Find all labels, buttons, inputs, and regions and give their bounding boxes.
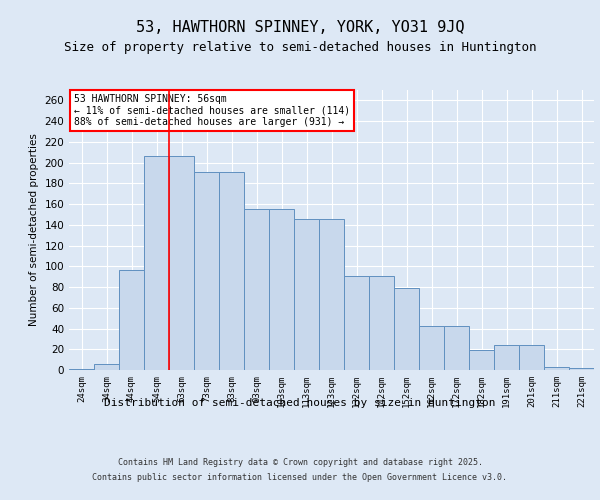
Bar bbox=[244, 210, 269, 370]
Bar bbox=[369, 276, 394, 370]
Text: Size of property relative to semi-detached houses in Huntington: Size of property relative to semi-detach… bbox=[64, 41, 536, 54]
Bar bbox=[144, 156, 169, 370]
Bar bbox=[544, 367, 569, 370]
Bar bbox=[94, 364, 119, 370]
Bar bbox=[519, 345, 544, 370]
Y-axis label: Number of semi-detached properties: Number of semi-detached properties bbox=[29, 134, 39, 326]
Bar bbox=[294, 218, 319, 370]
Bar bbox=[344, 276, 369, 370]
Bar bbox=[119, 270, 144, 370]
Text: 53 HAWTHORN SPINNEY: 56sqm
← 11% of semi-detached houses are smaller (114)
88% o: 53 HAWTHORN SPINNEY: 56sqm ← 11% of semi… bbox=[74, 94, 350, 128]
Bar bbox=[569, 368, 594, 370]
Text: Contains public sector information licensed under the Open Government Licence v3: Contains public sector information licen… bbox=[92, 473, 508, 482]
Text: 53, HAWTHORN SPINNEY, YORK, YO31 9JQ: 53, HAWTHORN SPINNEY, YORK, YO31 9JQ bbox=[136, 20, 464, 35]
Bar bbox=[219, 172, 244, 370]
Bar bbox=[444, 326, 469, 370]
Bar bbox=[494, 345, 519, 370]
Bar bbox=[269, 210, 294, 370]
Text: Contains HM Land Registry data © Crown copyright and database right 2025.: Contains HM Land Registry data © Crown c… bbox=[118, 458, 482, 467]
Bar bbox=[169, 156, 194, 370]
Bar bbox=[419, 326, 444, 370]
Bar bbox=[319, 218, 344, 370]
Bar bbox=[69, 369, 94, 370]
Text: Distribution of semi-detached houses by size in Huntington: Distribution of semi-detached houses by … bbox=[104, 398, 496, 407]
Bar bbox=[394, 288, 419, 370]
Bar bbox=[194, 172, 219, 370]
Bar bbox=[469, 350, 494, 370]
